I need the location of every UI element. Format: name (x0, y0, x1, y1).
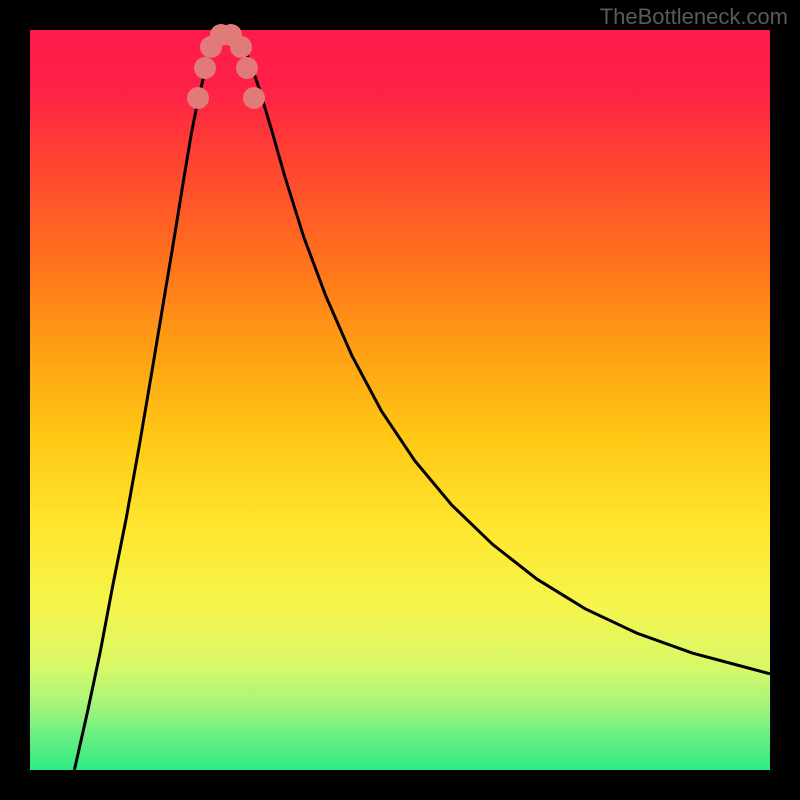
curve-marker (243, 87, 265, 109)
curve-marker (187, 87, 209, 109)
bottleneck-curve (30, 30, 770, 770)
plot-area (30, 30, 770, 770)
curve-marker (230, 36, 252, 58)
curve-marker (194, 57, 216, 79)
curve-marker (236, 57, 258, 79)
watermark-text: TheBottleneck.com (600, 4, 788, 30)
